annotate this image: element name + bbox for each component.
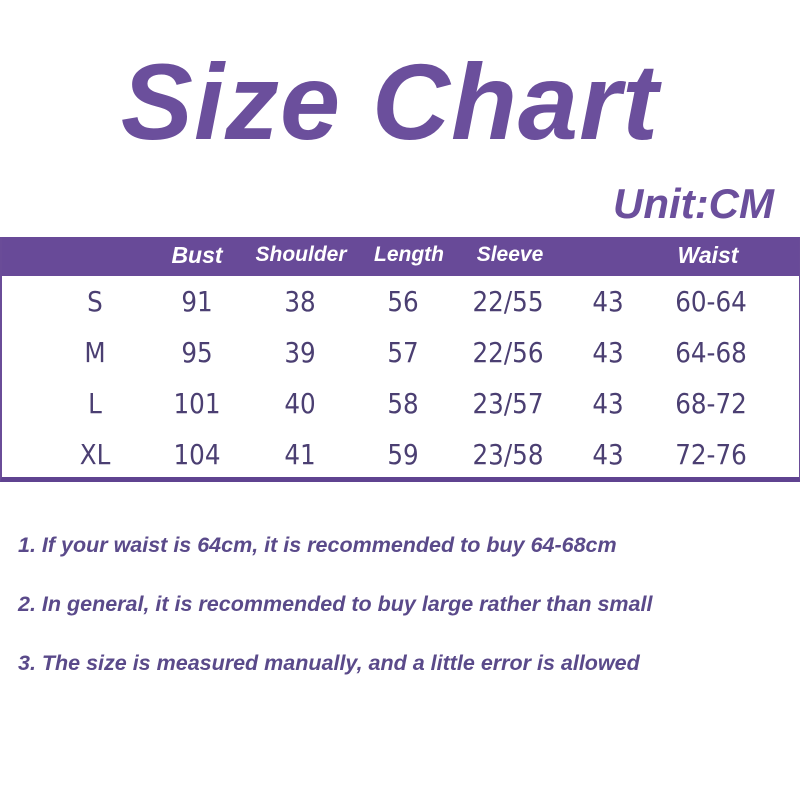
- note-2: 2. In general, it is recommended to buy …: [18, 592, 653, 616]
- cell-shoulder: 38: [284, 285, 316, 318]
- table-row: XL 104 41 59 23/58 43 72-76: [2, 429, 799, 480]
- header-length: Length: [374, 243, 444, 266]
- header-bust: Bust: [171, 242, 223, 268]
- cell-shoulder: 41: [284, 438, 316, 471]
- cell-extra: 43: [592, 285, 624, 318]
- cell-waist: 64-68: [675, 336, 747, 369]
- cell-bust: 95: [181, 336, 213, 369]
- cell-waist: 68-72: [675, 387, 747, 420]
- cell-waist: 72-76: [675, 438, 747, 471]
- table-row: L 101 40 58 23/57 43 68-72: [2, 378, 799, 429]
- unit-label: Unit:CM: [613, 180, 774, 227]
- cell-length: 57: [387, 336, 419, 369]
- size-table: Bust Shoulder Length Sleeve Waist S 91 38 5…: [0, 237, 800, 482]
- header-waist: Waist: [677, 242, 739, 268]
- cell-bust: 104: [173, 438, 221, 471]
- cell-length: 58: [387, 387, 419, 420]
- cell-shoulder: 39: [284, 336, 316, 369]
- header-sleeve: Sleeve: [476, 243, 544, 266]
- cell-extra: 43: [592, 438, 624, 471]
- cell-waist: 60-64: [675, 285, 747, 318]
- cell-size: XL: [79, 438, 111, 471]
- cell-length: 56: [387, 285, 419, 318]
- cell-sleeve: 23/58: [472, 438, 544, 471]
- cell-bust: 101: [173, 387, 221, 420]
- note-3: 3. The size is measured manually, and a …: [18, 651, 640, 675]
- cell-extra: 43: [592, 336, 624, 369]
- cell-bust: 91: [181, 285, 213, 318]
- cell-sleeve: 23/57: [472, 387, 544, 420]
- cell-length: 59: [387, 438, 419, 471]
- table-header: Bust Shoulder Length Sleeve Waist: [2, 237, 799, 276]
- cell-size: S: [87, 285, 103, 318]
- table-row: M 95 39 57 22/56 43 64-68: [2, 327, 799, 378]
- cell-extra: 43: [592, 387, 624, 420]
- note-1: 1. If your waist is 64cm, it is recommen…: [18, 533, 617, 557]
- table-row: S 91 38 56 22/55 43 60-64: [2, 276, 799, 327]
- cell-size: M: [84, 336, 106, 369]
- cell-sleeve: 22/56: [472, 336, 544, 369]
- cell-shoulder: 40: [284, 387, 316, 420]
- cell-size: L: [88, 387, 102, 420]
- header-shoulder: Shoulder: [255, 243, 347, 266]
- page-title: Size Chart: [120, 41, 660, 162]
- cell-sleeve: 22/55: [472, 285, 544, 318]
